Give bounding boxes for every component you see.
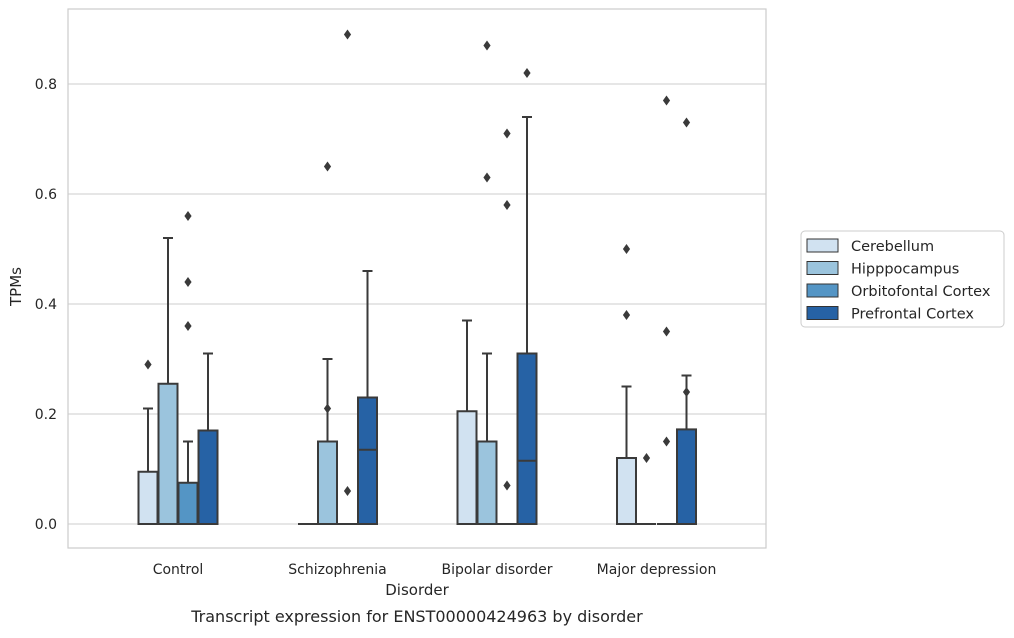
x-tick-label: Schizophrenia [288, 562, 386, 578]
legend-swatch [806, 283, 839, 298]
box [317, 440, 338, 525]
y-tick-label: 0.4 [35, 297, 57, 313]
y-tick-label: 0.0 [35, 517, 57, 533]
box [456, 410, 478, 525]
outlier-point [662, 326, 671, 337]
outlier-point [184, 321, 192, 331]
outlier-point [682, 117, 691, 128]
y-axis-label: TPMs [7, 267, 25, 307]
box [616, 457, 637, 525]
box [197, 429, 219, 525]
legend-swatch [806, 261, 839, 275]
outlier-point [662, 95, 671, 106]
outlier-point [343, 486, 352, 496]
box [357, 396, 378, 525]
legend-swatch [806, 238, 839, 253]
outlier-point [682, 387, 691, 397]
x-tick-label: Major depression [597, 562, 717, 578]
box [676, 428, 697, 525]
outlier-point [184, 277, 192, 287]
outlier-point [323, 403, 332, 414]
box [157, 382, 179, 525]
outlier-point [662, 436, 671, 447]
x-tick-label: Bipolar disorder [441, 562, 552, 578]
outlier-point [503, 200, 511, 210]
outlier-point [144, 359, 152, 370]
outlier-point [483, 172, 491, 183]
legend-label: Hipppocampus [851, 262, 959, 278]
legend-box [800, 230, 1005, 328]
legend-label: Cerebellum [851, 239, 934, 255]
outlier-point [184, 211, 192, 221]
box [476, 440, 498, 525]
outlier-point [503, 480, 511, 491]
x-axis-label: Disorder [385, 581, 449, 599]
y-tick-label: 0.8 [35, 77, 57, 93]
outlier-point [622, 244, 631, 254]
outlier-point [503, 128, 511, 139]
legend-label: Prefrontal Cortex [851, 307, 974, 323]
y-tick-label: 0.2 [35, 407, 57, 423]
outlier-point [323, 161, 332, 172]
outlier-point [622, 310, 631, 320]
box [137, 470, 159, 525]
legend-label: Orbitofontal Cortex [851, 284, 991, 300]
outlier-point [523, 68, 531, 78]
box [177, 481, 199, 525]
y-tick-label: 0.6 [35, 187, 57, 203]
chart-title: Transcript expression for ENST0000042496… [190, 607, 643, 626]
outlier-point [343, 29, 352, 40]
plot-frame [67, 8, 767, 549]
box [516, 352, 538, 525]
outlier-point [483, 40, 491, 51]
outlier-point [642, 453, 651, 463]
legend-swatch [806, 306, 839, 320]
x-tick-label: Control [153, 562, 204, 578]
